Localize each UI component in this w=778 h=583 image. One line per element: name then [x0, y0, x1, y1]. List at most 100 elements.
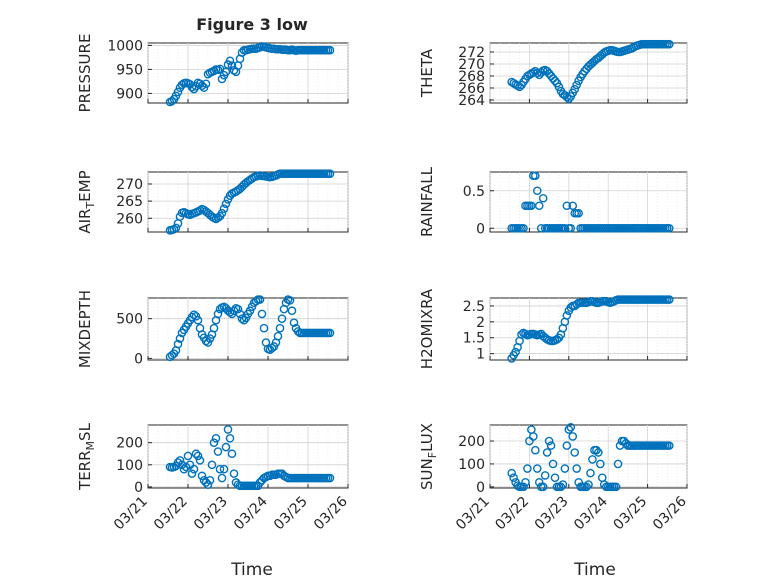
data-point	[509, 473, 518, 482]
data-point	[325, 328, 335, 338]
data-point	[519, 223, 528, 233]
y-tick-label: 1.5	[463, 331, 485, 347]
data-point	[221, 199, 231, 209]
data-point	[554, 82, 564, 92]
x-tick-label: 03/21	[111, 494, 151, 534]
x-tick-label: 03/22	[151, 494, 191, 534]
data-point	[596, 459, 605, 469]
data-point	[205, 475, 215, 485]
data-point	[293, 327, 303, 336]
y-tick-label: 2.5	[463, 299, 485, 315]
data-point	[572, 300, 581, 309]
y-axis-label: H2OMIXRA	[418, 288, 436, 369]
x-axis-label-left: Time	[230, 560, 273, 580]
y-tick-label: 2	[476, 315, 485, 331]
data-point	[325, 169, 335, 179]
y-tick-label: 100	[116, 458, 143, 474]
y-tick-label: 100	[458, 457, 485, 473]
data-point	[566, 223, 576, 233]
y-tick-label: 0	[476, 221, 485, 237]
data-point	[227, 449, 237, 459]
data-point	[594, 448, 603, 457]
data-point	[221, 442, 231, 452]
data-point	[169, 224, 179, 234]
data-point	[173, 87, 183, 97]
data-point	[519, 482, 528, 492]
x-tick-label: 03/25	[271, 494, 311, 534]
data-point	[217, 473, 227, 483]
y-tick-label: 0	[134, 351, 143, 367]
data-point	[570, 448, 580, 457]
data-point	[534, 201, 544, 211]
data-point	[173, 339, 183, 349]
data-point	[257, 309, 267, 319]
data-point	[560, 464, 570, 473]
subplot-4: 0 0.5 RAINFALL	[418, 166, 688, 237]
y-axis-label: MIXDEPTH	[76, 290, 94, 368]
data-point	[235, 309, 245, 319]
data-point	[183, 451, 193, 461]
data-point	[237, 314, 247, 323]
y-tick-label: 950	[116, 62, 143, 78]
y-tick-label: 500	[116, 312, 143, 328]
x-tick-label: 03/26	[311, 493, 351, 533]
data-point	[223, 425, 233, 434]
x-tick-label: 03/25	[611, 494, 651, 534]
data-point	[529, 432, 538, 441]
data-point	[193, 451, 203, 461]
data-point	[259, 323, 269, 333]
y-tick-label: 1000	[107, 38, 143, 54]
subplot-1: 900 950 1000 PRESSURE	[76, 34, 349, 112]
data-point	[564, 94, 574, 104]
data-point	[544, 436, 554, 446]
data-point	[584, 480, 593, 489]
data-point	[562, 201, 572, 211]
subplot-5: 0 500 MIXDEPTH	[76, 290, 349, 368]
y-tick-label: 272	[458, 45, 485, 61]
data-point	[193, 315, 203, 325]
data-point	[187, 82, 197, 92]
y-tick-label: 0	[476, 480, 485, 496]
data-point	[201, 79, 211, 89]
data-point	[273, 331, 283, 341]
y-tick-label: 265	[116, 194, 143, 210]
data-point	[325, 473, 335, 483]
data-point	[189, 464, 199, 474]
y-tick-label: 0	[134, 480, 143, 496]
data-point	[227, 61, 237, 70]
y-axis-label: SUNFLUX	[418, 423, 439, 490]
data-point	[179, 464, 189, 474]
data-point	[521, 477, 530, 487]
x-tick-label: 03/21	[453, 494, 493, 534]
data-point	[664, 39, 674, 49]
y-tick-label: 900	[116, 86, 143, 102]
y-axis-label: TERRMSL	[76, 422, 97, 491]
figure-title: Figure 3 low	[196, 15, 308, 34]
data-point	[219, 464, 229, 474]
data-point	[187, 469, 197, 478]
data-point	[209, 438, 219, 447]
data-point	[225, 308, 235, 317]
y-tick-label: 264	[458, 93, 485, 109]
data-point	[213, 447, 223, 456]
y-tick-label: 1	[476, 347, 485, 363]
data-point	[511, 347, 520, 357]
data-point	[191, 449, 201, 459]
data-point	[225, 433, 235, 443]
y-tick-label: 266	[458, 81, 485, 97]
data-point	[542, 448, 552, 457]
data-point	[255, 295, 265, 304]
data-point	[203, 480, 213, 489]
data-point	[167, 96, 177, 106]
y-tick-label: 260	[116, 211, 143, 227]
data-point	[229, 469, 239, 478]
data-point	[564, 425, 574, 434]
data-point	[239, 315, 249, 325]
y-tick-label: 270	[116, 177, 143, 193]
data-point	[225, 56, 235, 66]
data-point	[586, 468, 595, 478]
y-tick-label: 270	[458, 57, 485, 73]
data-point	[233, 304, 243, 314]
